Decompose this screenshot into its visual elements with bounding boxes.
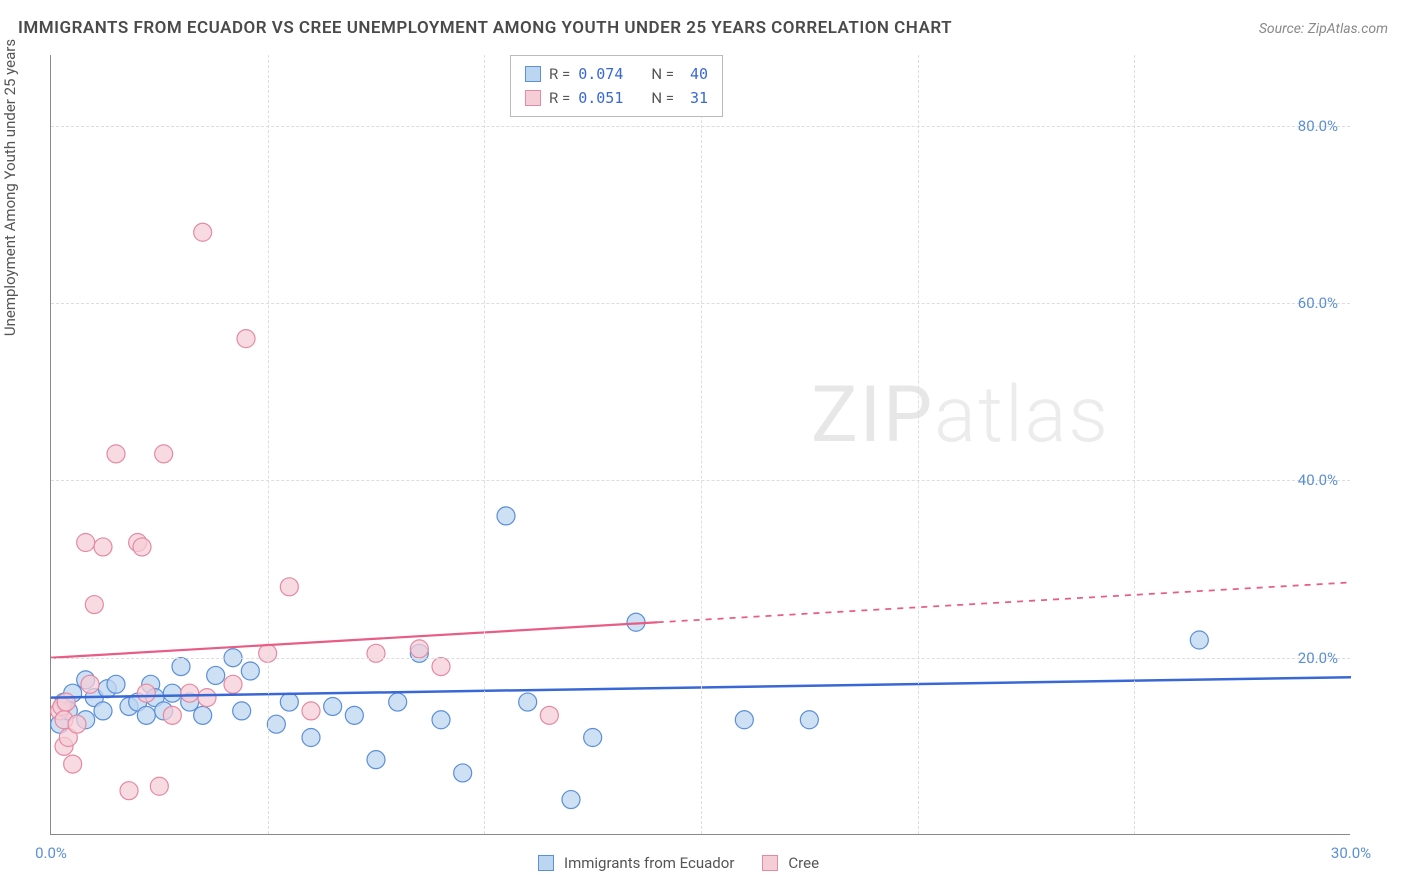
data-point [68,715,86,733]
gridline-v [701,55,702,834]
data-point [302,729,320,747]
data-point [163,706,181,724]
data-point [81,675,99,693]
legend-swatch [525,90,541,106]
data-point [241,662,259,680]
data-point [432,658,450,676]
data-point [267,715,285,733]
gridline-v [1134,55,1135,834]
legend-row: R = 0.051 N = 31 [525,86,708,110]
y-tick-label: 40.0% [1298,471,1338,489]
legend-label: Cree [788,854,819,872]
data-point [150,777,168,795]
n-label: N = [651,62,674,86]
data-point [94,702,112,720]
legend-label: Immigrants from Ecuador [564,854,734,872]
data-point [237,330,255,348]
data-point [367,751,385,769]
data-point [137,684,155,702]
data-point [207,666,225,684]
y-tick-label: 60.0% [1298,294,1338,312]
data-point [562,791,580,809]
data-point [324,697,342,715]
r-value: 0.074 [578,62,623,86]
data-point [137,706,155,724]
y-tick-label: 80.0% [1298,117,1338,135]
legend-row: R = 0.074 N = 40 [525,62,708,86]
y-axis-label: Unemployment Among Youth under 25 years [1,39,19,336]
data-point [584,729,602,747]
r-label: R = [549,86,570,110]
chart-header: IMMIGRANTS FROM ECUADOR VS CREE UNEMPLOY… [18,18,1388,38]
data-point [77,534,95,552]
legend-swatch [538,855,554,871]
data-point [181,684,199,702]
x-tick-label: 0.0% [35,844,67,862]
source-attribution: Source: ZipAtlas.com [1259,21,1388,37]
data-point [233,702,251,720]
n-value: 40 [682,62,708,86]
data-point [410,640,428,658]
legend-swatch [525,66,541,82]
x-tick-label: 30.0% [1331,844,1371,862]
data-point [280,693,298,711]
data-point [107,445,125,463]
trend-line-dashed [658,582,1351,622]
r-value: 0.051 [578,86,623,110]
series-legend: Immigrants from Ecuador Cree [530,852,845,874]
data-point [85,596,103,614]
data-point [280,578,298,596]
n-value: 31 [682,86,708,110]
correlation-legend: R = 0.074 N = 40 R = 0.051 N = 31 [510,55,723,117]
gridline-v [484,55,485,834]
data-point [389,693,407,711]
data-point [540,706,558,724]
data-point [800,711,818,729]
n-label: N = [651,86,674,110]
chart-title: IMMIGRANTS FROM ECUADOR VS CREE UNEMPLOY… [18,18,952,38]
data-point [224,675,242,693]
data-point [302,702,320,720]
data-point [94,538,112,556]
r-label: R = [549,62,570,86]
gridline-v [268,55,269,834]
data-point [194,223,212,241]
data-point [172,658,190,676]
data-point [155,445,173,463]
data-point [120,782,138,800]
data-point [57,693,75,711]
gridline-v [918,55,919,834]
data-point [198,689,216,707]
data-point [1190,631,1208,649]
data-point [194,706,212,724]
data-point [163,684,181,702]
data-point [345,706,363,724]
y-tick-label: 20.0% [1298,649,1338,667]
data-point [735,711,753,729]
data-point [497,507,515,525]
data-point [432,711,450,729]
data-point [133,538,151,556]
data-point [454,764,472,782]
data-point [367,644,385,662]
trend-line [51,622,658,657]
data-point [107,675,125,693]
legend-swatch [762,855,778,871]
data-point [64,755,82,773]
plot-area: ZIPatlas 20.0%40.0%60.0%80.0%0.0%30.0% [50,55,1350,835]
data-point [519,693,537,711]
